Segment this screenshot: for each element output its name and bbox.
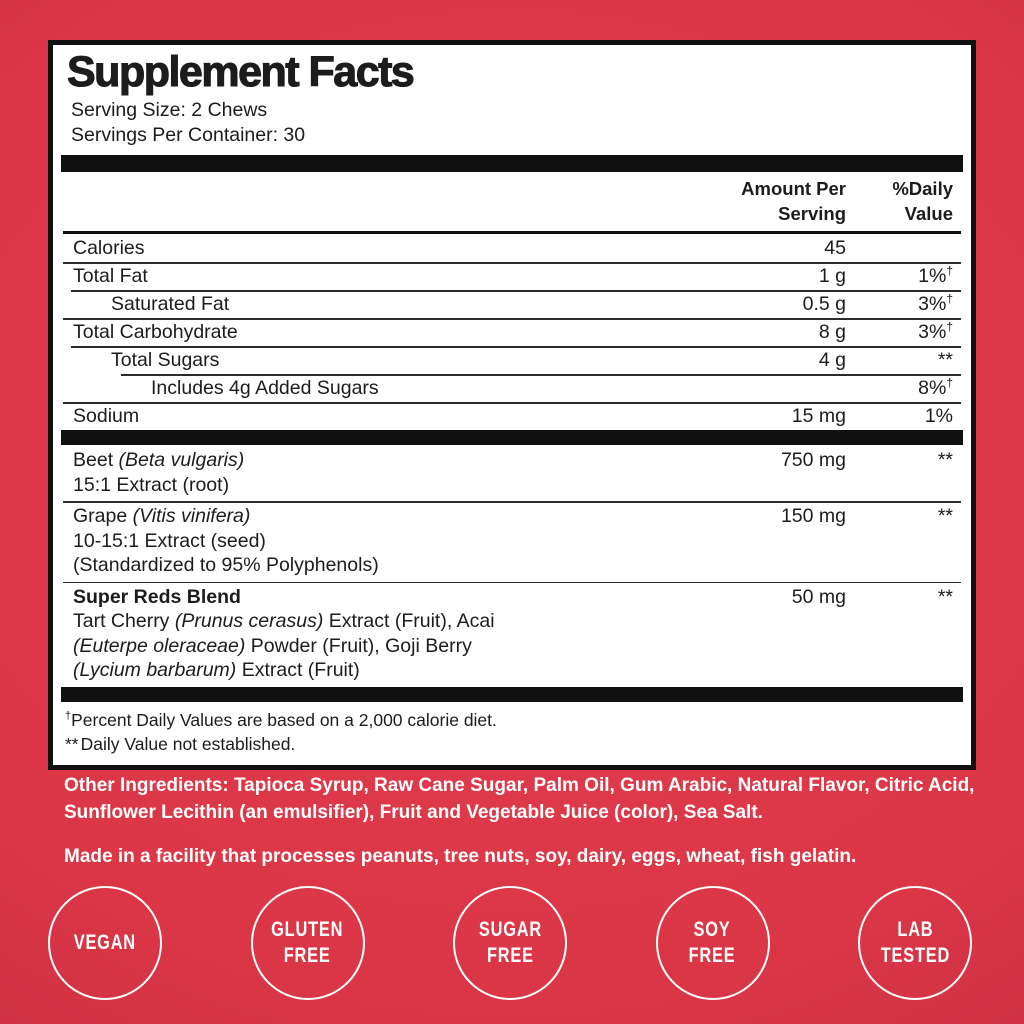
header-percent-daily-value: %Daily Value [892,178,953,225]
botanical-daily-value: ** [937,585,953,608]
badge-gluten-free: GLUTEN FREE [250,886,365,1000]
botanical-name: Beet (Beta vulgaris) 15:1 Extract (root) [73,449,245,496]
nutrient-daily-value: 1%† [918,263,953,288]
botanical-row-grape-vitis-vinifera: Grape (Vitis vinifera) 10-15:1 Extract (s… [63,501,961,582]
thick-divider-bottom [61,686,963,702]
badge-lab-tested: LAB TESTED [858,886,972,1000]
nutrient-name: Total Carbohydrate [73,321,238,344]
footnote: ** Daily Value not established. [65,733,296,754]
botanical-row-super-reds-blend: Super Reds Blend Tart Cherry (Prunus cera… [63,581,961,687]
header-amount-per-serving: Amount Per Serving [741,178,846,225]
nutrient-row-sodium: Sodium 15 mg 1% [63,402,961,430]
nutrient-name: Total Fat [73,265,148,288]
badge-label: GLUTEN FREE [271,918,344,967]
nutrient-amount: 45 [824,237,846,260]
nutrient-name: Saturated Fat [111,293,230,316]
footnote: †Percent Daily Values are based on a 2,0… [65,709,497,730]
footnote-marker: ** [65,733,79,754]
botanical-amount: 750 mg [780,449,846,472]
nutrient-name: Sodium [73,405,140,428]
servings-per-container: Servings Per Container: 30 [71,124,306,147]
badge-label: SUGAR FREE [478,918,542,967]
nutrient-name: Includes 4g Added Sugars [151,377,379,400]
footnotes: †Percent Daily Values are based on a 2,0… [63,702,961,765]
botanical-daily-value: ** [937,449,953,472]
nutrient-daily-value: 8%† [918,375,953,400]
botanical-daily-value: ** [937,505,953,528]
serving-size: Serving Size: 2 Chews [71,99,268,122]
header-spacer [63,176,676,226]
badge-label: SOY FREE [689,918,736,967]
nutrient-row-total-carbohydrate: Total Carbohydrate 8 g 3%† [63,318,961,346]
badge-row: VEGAN GLUTEN FREE SUGAR FREE SOY FREE LAB TESTED [48,886,972,1000]
panel-title: Supplement Facts [66,48,415,96]
nutrient-daily-value: 3%† [918,291,953,316]
badge-vegan: VEGAN [48,886,162,1000]
nutrient-row-total-fat: Total Fat 1 g 1%† [63,262,961,290]
nutrient-daily-value [846,234,961,262]
nutrient-row-calories: Calories 45 [63,234,961,262]
nutrient-row-includes-4g-added-sugars: Includes 4g Added Sugars 8%† [63,374,961,402]
nutrient-name: Calories [73,237,145,260]
nutrient-amount: 1 g [818,265,846,288]
nutrient-amount: 4 g [818,349,846,372]
nutrient-daily-value: ** [937,349,953,372]
nutrient-daily-value: 1% [924,405,953,428]
nutrient-rows: Calories 45 Total Fat 1 g 1%† Saturated Fat 0.… [63,234,961,430]
table-header: Amount Per Serving %Daily Value [63,172,961,235]
botanical-rows: Beet (Beta vulgaris) 15:1 Extract (root) 7… [63,445,961,687]
thick-divider-top [61,155,963,173]
botanical-amount: 150 mg [780,505,846,528]
badge-label: LAB TESTED [880,918,950,967]
other-ingredients-line1: Other Ingredients: Tapioca Syrup, Raw Ca… [64,772,988,799]
other-ingredients-line2: Sunflower Lecithin (an emulsifier), Frui… [64,802,763,823]
other-ingredients-text: Tapioca Syrup, Raw Cane Sugar, Palm Oil,… [228,775,975,796]
nutrient-amount: 15 mg [791,405,846,428]
other-ingredients-label: Other Ingredients: [64,775,229,796]
nutrient-daily-value: 3%† [918,319,953,344]
red-area-text: Other Ingredients: Tapioca Syrup, Raw Ca… [64,772,988,870]
nutrient-row-saturated-fat: Saturated Fat 0.5 g 3%† [63,290,961,318]
nutrient-name: Total Sugars [111,349,220,372]
botanical-row-beet-beta-vulgaris: Beet (Beta vulgaris) 15:1 Extract (root) 7… [63,445,961,501]
nutrient-amount: 8 g [818,321,846,344]
badge-label: VEGAN [73,931,137,954]
thick-divider-middle [61,430,963,446]
allergen-statement: Made in a facility that processes peanut… [64,846,857,867]
badge-sugar-free: SUGAR FREE [453,886,567,1000]
footnote-marker: † [65,709,72,722]
supplement-facts-panel: Supplement Facts Serving Size: 2 Chews S… [48,40,976,770]
botanical-amount: 50 mg [791,585,846,608]
badge-soy-free: SOY FREE [655,886,770,1000]
botanical-name: Super Reds Blend Tart Cherry (Prunus cera… [73,585,495,682]
nutrient-amount: 0.5 g [802,293,846,316]
nutrient-row-total-sugars: Total Sugars 4 g ** [63,346,961,374]
botanical-name: Grape (Vitis vinifera) 10-15:1 Extract (s… [73,505,379,577]
nutrient-amount [676,374,846,402]
